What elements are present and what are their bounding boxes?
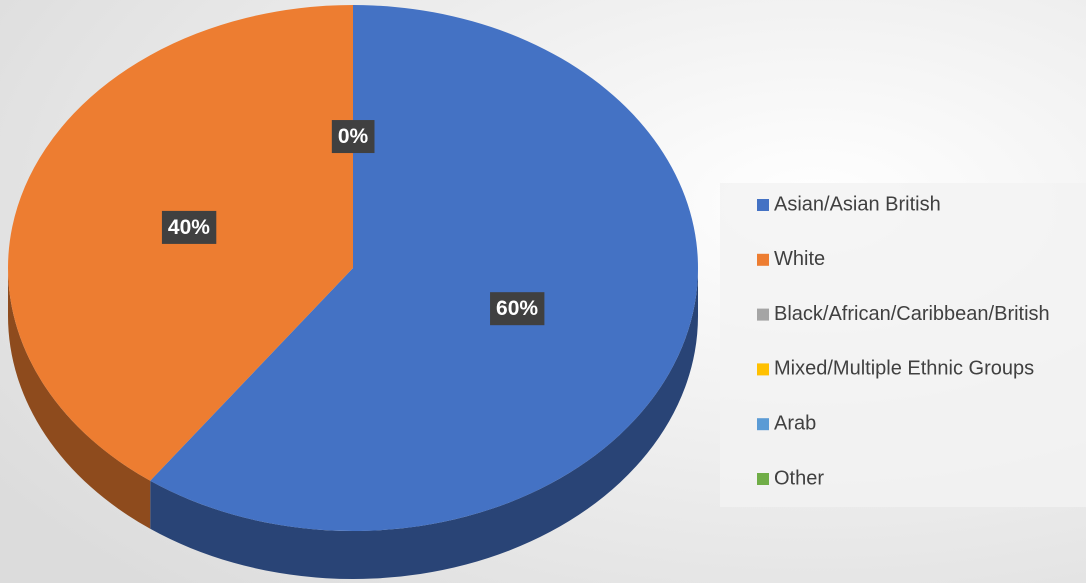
legend-swatch [757,308,769,321]
legend-label: Mixed/Multiple Ethnic Groups [774,358,1034,380]
data-label: 0% [338,125,369,148]
data-label-box [161,210,217,244]
data-label-box [490,292,545,326]
data-label-box [331,120,375,154]
legend-swatch [757,253,769,266]
legend-swatch [757,473,769,485]
slice-side [8,268,151,529]
data-label: 60% [496,297,538,320]
legend-swatch [757,363,769,376]
legend-label: Other [774,467,824,489]
legend-swatch [757,418,769,431]
legend-label: Arab [774,412,816,434]
legend-label: Black/African/Caribbean/British [774,303,1050,325]
slice-side [150,268,698,580]
legend-label: White [774,248,825,270]
legend-swatch [757,199,769,211]
data-label: 40% [168,216,210,239]
legend-label: Asian/Asian British [774,193,941,215]
slice [150,5,698,531]
legend-box [720,183,1086,507]
